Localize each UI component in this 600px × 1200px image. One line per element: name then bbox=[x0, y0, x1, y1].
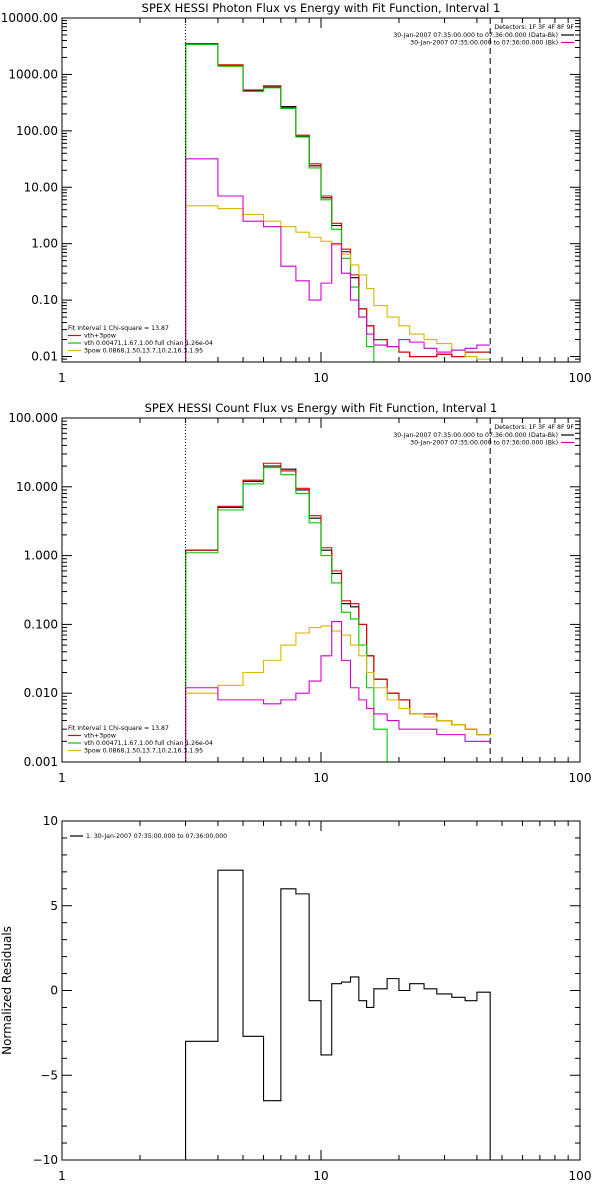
legend-label: 30-Jan-2007 07:35:00.000 to 07:36:00.000… bbox=[410, 40, 558, 47]
series-bk bbox=[185, 621, 491, 762]
y-axis: 0.01 0.10 1.00 10.00 100.00 1000.00 10000.00 bbox=[1, 11, 580, 364]
fit-legend-header: Fit Interval 1 Chi-square = 13.87 bbox=[68, 725, 169, 732]
x-tick-label: 10 bbox=[313, 1169, 328, 1183]
fit-legend-label: 3pow 0.0868,1.50,13.7,10.2,16.3,1.95 bbox=[84, 748, 203, 755]
y-tick-label: 0.001 bbox=[24, 755, 58, 769]
y-tick-label: 10 bbox=[43, 814, 58, 828]
y-tick-label: 0.10 bbox=[31, 293, 58, 307]
x-tick-label: 1 bbox=[58, 371, 66, 385]
y-tick-label: 100.00 bbox=[16, 124, 58, 138]
fit-legend-label: vth 0.00471,1.67,1.00 full chian 1.26e-0… bbox=[84, 340, 213, 347]
chart-title: SPEX HESSI Photon Flux vs Energy with Fi… bbox=[142, 1, 501, 15]
legend-label: 30-Jan-2007 07:35:00.000 to 07:36:00.000… bbox=[410, 440, 558, 447]
fit-legend-label: vth+3pow bbox=[84, 733, 116, 740]
x-axis: 1 10 100 bbox=[58, 18, 591, 385]
chart-panel-2: SPEX HESSI Count Flux vs Energy with Fit… bbox=[8, 401, 591, 785]
fit-legend-label: vth+3pow bbox=[84, 333, 116, 340]
series-data-bk bbox=[185, 43, 491, 362]
fit-legend-label: 3pow 0.0868,1.50,13.7,10.2,16.3,1.95 bbox=[84, 348, 203, 355]
y-axis: 0.001 0.010 0.100 1.000 10.000 100.000 bbox=[8, 411, 580, 769]
x-tick-label: 10 bbox=[313, 371, 328, 385]
series-residuals bbox=[185, 869, 491, 1160]
series-3pow bbox=[185, 205, 491, 362]
x-tick-label: 1 bbox=[58, 771, 66, 785]
series-3pow bbox=[185, 625, 491, 762]
y-tick-label: 1.00 bbox=[31, 237, 58, 251]
x-tick-label: 10 bbox=[313, 771, 328, 785]
y-axis: −10 −5 0 5 10 bbox=[33, 814, 580, 1167]
y-axis-label: Normalized Residuals bbox=[0, 926, 14, 1055]
fit-legend-header: Fit Interval 1 Chi-square = 13.87 bbox=[68, 325, 169, 332]
series-bk bbox=[185, 158, 491, 362]
y-tick-label: 1000.00 bbox=[8, 67, 58, 81]
y-tick-label: −5 bbox=[40, 1068, 58, 1082]
legend-label: 30-Jan-2007 07:35:00.000 to 07:36:00.000… bbox=[393, 432, 558, 439]
plot-frame bbox=[61, 417, 581, 763]
series-vth-3pow bbox=[185, 462, 491, 762]
chart-panel-3: Normalized Residuals 1 10 100 −10 −5 0 5 10 1. 30… bbox=[0, 814, 591, 1183]
y-tick-label: 10000.00 bbox=[1, 11, 58, 25]
y-tick-label: 0 bbox=[50, 984, 58, 998]
series-vth bbox=[185, 43, 375, 362]
y-tick-label: 0.100 bbox=[24, 617, 58, 631]
legend-header: Detectors: 1F 3F 4F 8F 9F bbox=[494, 424, 574, 431]
plot-area bbox=[185, 18, 491, 362]
y-tick-label: 0.010 bbox=[24, 686, 58, 700]
series-vth bbox=[185, 467, 388, 762]
plot-area bbox=[185, 418, 491, 762]
legend-label: 30-Jan-2007 07:35:00.000 to 07:36:00.000… bbox=[393, 32, 558, 39]
x-axis: 1 10 100 bbox=[58, 821, 591, 1183]
legend-label: 1. 30-Jan-2007 07:35:00.000 to 07:36:00.… bbox=[86, 833, 227, 840]
plot-area bbox=[185, 869, 491, 1160]
y-tick-label: 10.000 bbox=[16, 480, 58, 494]
fit-legend-label: vth 0.00471,1.67,1.00 full chian 1.26e-0… bbox=[84, 740, 213, 747]
series-vth-3pow bbox=[185, 43, 491, 362]
x-tick-label: 100 bbox=[569, 771, 592, 785]
y-tick-label: 0.01 bbox=[31, 350, 58, 364]
y-tick-label: 100.000 bbox=[8, 411, 58, 425]
y-tick-label: 5 bbox=[50, 899, 58, 913]
chart-title: SPEX HESSI Count Flux vs Energy with Fit… bbox=[145, 401, 498, 415]
y-tick-label: −10 bbox=[33, 1153, 58, 1167]
x-tick-label: 100 bbox=[569, 371, 592, 385]
plot-frame bbox=[61, 820, 581, 1161]
chart-panel-1: SPEX HESSI Photon Flux vs Energy with Fi… bbox=[1, 1, 592, 385]
legend-header: Detectors: 1F 3F 4F 8F 9F bbox=[494, 24, 574, 31]
plot-frame bbox=[61, 17, 581, 363]
x-axis: 1 10 100 bbox=[58, 418, 591, 785]
series-data-bk bbox=[185, 465, 491, 762]
x-tick-label: 100 bbox=[569, 1169, 592, 1183]
y-tick-label: 10.00 bbox=[24, 180, 58, 194]
x-tick-label: 1 bbox=[58, 1169, 66, 1183]
y-tick-label: 1.000 bbox=[24, 549, 58, 563]
